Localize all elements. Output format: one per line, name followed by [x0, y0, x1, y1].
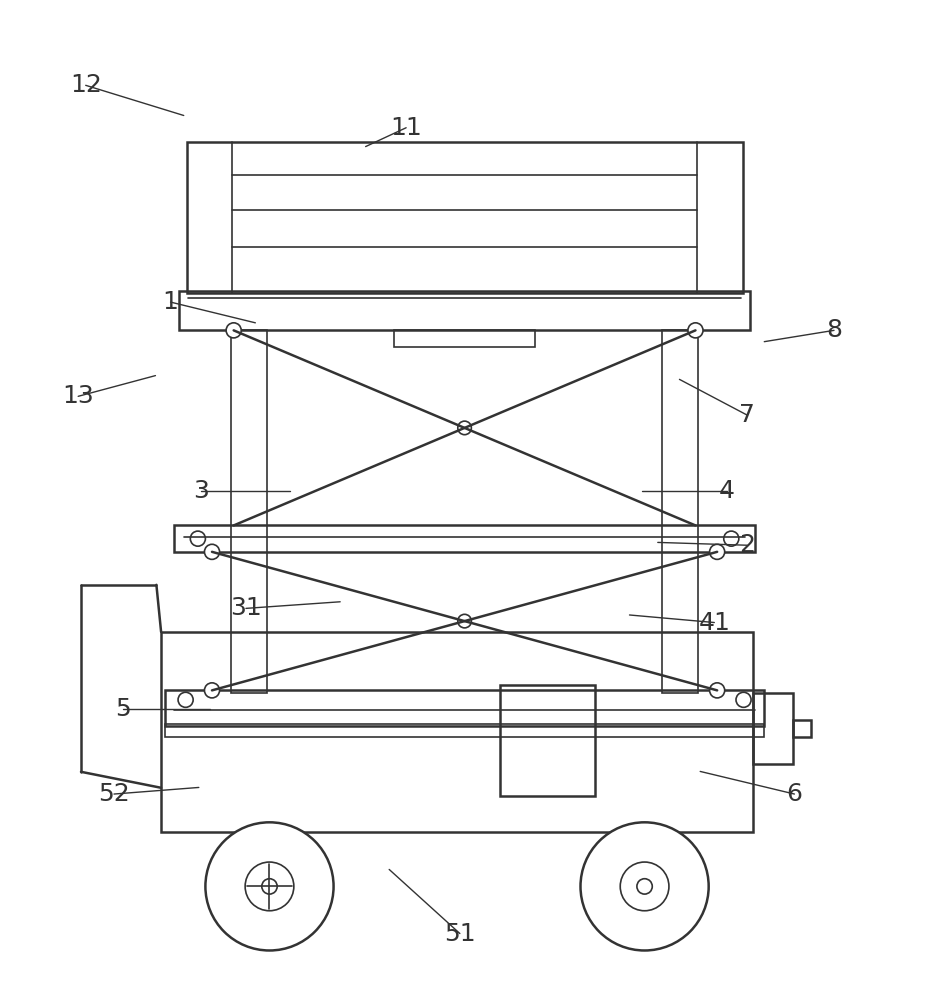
Text: 12: 12: [70, 73, 101, 97]
Bar: [393, 330, 536, 347]
Text: 51: 51: [444, 922, 476, 946]
Circle shape: [191, 531, 206, 546]
Circle shape: [206, 822, 334, 950]
Text: 8: 8: [826, 318, 842, 342]
Text: 7: 7: [739, 403, 756, 427]
Circle shape: [736, 692, 751, 707]
Bar: [187, 142, 742, 293]
Circle shape: [688, 323, 703, 338]
Circle shape: [458, 614, 471, 628]
Bar: [753, 693, 793, 764]
Bar: [501, 685, 594, 796]
Text: 41: 41: [699, 611, 730, 635]
Text: 3: 3: [192, 479, 209, 503]
Circle shape: [458, 421, 471, 435]
Text: 13: 13: [63, 384, 94, 408]
Circle shape: [710, 683, 724, 698]
Circle shape: [205, 683, 220, 698]
Circle shape: [246, 862, 294, 911]
Text: 31: 31: [230, 596, 262, 620]
Bar: [165, 690, 764, 726]
Circle shape: [262, 879, 277, 894]
Bar: [161, 632, 753, 832]
Bar: [179, 291, 750, 330]
Circle shape: [620, 862, 669, 911]
Circle shape: [205, 544, 220, 559]
Bar: [165, 724, 764, 737]
Circle shape: [637, 879, 652, 894]
Circle shape: [227, 323, 241, 338]
Bar: [231, 330, 266, 693]
Bar: [663, 330, 699, 693]
Text: 11: 11: [391, 116, 422, 140]
Circle shape: [723, 531, 738, 546]
Text: 2: 2: [739, 533, 756, 557]
Text: 52: 52: [98, 782, 130, 806]
Bar: [174, 525, 755, 552]
Circle shape: [580, 822, 709, 950]
Bar: [793, 720, 811, 737]
Text: 5: 5: [116, 697, 131, 721]
Text: 6: 6: [787, 782, 802, 806]
Text: 4: 4: [719, 479, 735, 503]
Circle shape: [178, 692, 193, 707]
Circle shape: [710, 544, 724, 559]
Text: 1: 1: [163, 290, 178, 314]
